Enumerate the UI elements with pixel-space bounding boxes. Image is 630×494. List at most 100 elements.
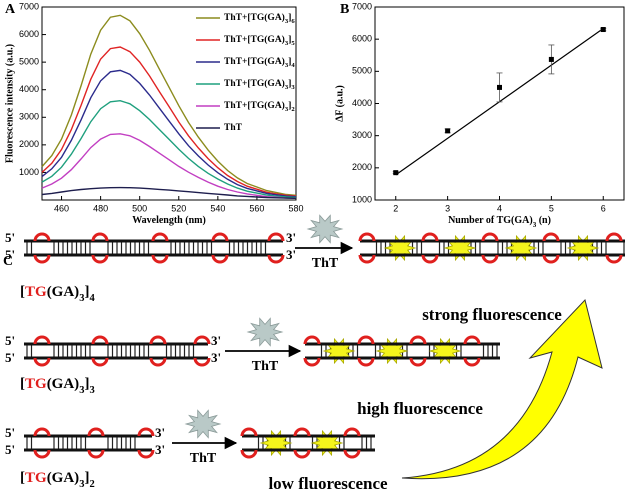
loop — [343, 427, 361, 437]
x-tick-label: 6 — [601, 203, 606, 213]
loop — [240, 449, 258, 459]
end-label: 3' — [211, 333, 221, 348]
strand-label: [TG(GA)3]4 — [20, 284, 95, 303]
series-line — [41, 133, 297, 199]
series-line — [41, 69, 297, 198]
loop — [605, 254, 623, 264]
x-axis-label: Number of TG(GA)3 (n) — [448, 215, 551, 228]
series-line — [41, 14, 297, 196]
dye-label: ThT — [252, 359, 279, 374]
legend-label: ThT+[TG(GA)3]6 — [224, 12, 295, 25]
strand-label: [TG(GA)3]2 — [20, 470, 95, 489]
dye-icon — [246, 317, 284, 347]
end-label: 5' — [5, 230, 15, 245]
plot-frame — [41, 6, 297, 201]
x-tick-label: 2 — [393, 203, 398, 213]
loop — [193, 357, 211, 367]
loop — [87, 449, 105, 459]
panel-label: A — [5, 2, 16, 17]
y-tick-label: 1000 — [352, 194, 372, 204]
loop — [33, 254, 51, 264]
y-axis-label: ΔF (a.u.) — [334, 85, 345, 122]
end-label: 3' — [155, 425, 165, 440]
x-axis-label: Wavelength (nm) — [132, 215, 206, 226]
plot-frame — [374, 6, 625, 201]
y-tick-label: 3000 — [352, 130, 372, 140]
x-tick-label: 4 — [497, 203, 502, 213]
loop — [87, 427, 105, 437]
y-tick-label: 4000 — [19, 84, 39, 94]
loop — [303, 335, 321, 345]
end-label: 5' — [5, 350, 15, 365]
loop — [193, 335, 211, 345]
end-label: 3' — [286, 247, 296, 262]
dye-label: ThT — [312, 256, 339, 271]
loop — [542, 232, 560, 242]
y-tick-label: 7000 — [352, 1, 372, 11]
loop — [91, 357, 109, 367]
y-tick-label: 1000 — [19, 167, 39, 177]
loop — [149, 357, 167, 367]
loop — [33, 427, 51, 437]
panel-label: C — [3, 254, 13, 269]
point — [497, 84, 502, 90]
end-label: 3' — [286, 230, 296, 245]
y-tick-label: 4000 — [352, 98, 372, 108]
result-label: high fluorescence — [357, 399, 483, 418]
strand-label: [TG(GA)3]3 — [20, 376, 95, 395]
end-label: 5' — [5, 333, 15, 348]
result-label: low fluorescence — [268, 474, 388, 493]
loop — [33, 335, 51, 345]
y-tick-label: 5000 — [352, 66, 372, 76]
loop — [33, 357, 51, 367]
loop — [343, 449, 361, 459]
loop — [267, 232, 285, 242]
dye-icon — [184, 409, 222, 439]
point — [393, 170, 399, 176]
y-tick-label: 2000 — [352, 162, 372, 172]
loop — [149, 335, 167, 345]
loop — [409, 357, 427, 367]
loop — [33, 232, 51, 242]
loop — [137, 449, 155, 459]
x-tick-label: 580 — [288, 203, 303, 213]
y-tick-label: 2000 — [19, 139, 39, 149]
point — [600, 27, 606, 33]
legend-label: ThT+[TG(GA)3]2 — [224, 100, 295, 113]
legend-label: ThT+[TG(GA)3]3 — [224, 78, 295, 91]
result-label: strong fluorescence — [422, 305, 562, 324]
loop — [357, 335, 375, 345]
end-label: 5' — [5, 425, 15, 440]
end-label: 5' — [5, 247, 15, 262]
loop — [463, 335, 481, 345]
loop — [293, 427, 311, 437]
dye-label: ThT — [190, 451, 217, 466]
x-tick-label: 560 — [249, 203, 264, 213]
end-label: 3' — [155, 442, 165, 457]
loop — [481, 254, 499, 264]
loop — [358, 254, 376, 264]
x-tick-label: 500 — [132, 203, 147, 213]
x-tick-label: 5 — [549, 203, 554, 213]
loop — [240, 427, 258, 437]
y-tick-label: 7000 — [19, 1, 39, 11]
loop — [151, 254, 169, 264]
y-tick-label: 6000 — [352, 34, 372, 44]
series-line — [41, 99, 297, 199]
loop — [91, 254, 109, 264]
series-line — [41, 186, 297, 199]
loop — [605, 232, 623, 242]
end-label: 5' — [5, 442, 15, 457]
y-tick-label: 5000 — [19, 57, 39, 67]
loop — [211, 232, 229, 242]
y-tick-label: 6000 — [19, 29, 39, 39]
y-tick-label: 3000 — [19, 112, 39, 122]
y-axis-label: Fluorescence intensity (a.u.) — [4, 44, 15, 163]
loop — [409, 335, 427, 345]
loop — [137, 427, 155, 437]
x-tick-label: 540 — [210, 203, 225, 213]
loop — [293, 449, 311, 459]
x-tick-label: 520 — [171, 203, 186, 213]
point — [548, 56, 554, 62]
